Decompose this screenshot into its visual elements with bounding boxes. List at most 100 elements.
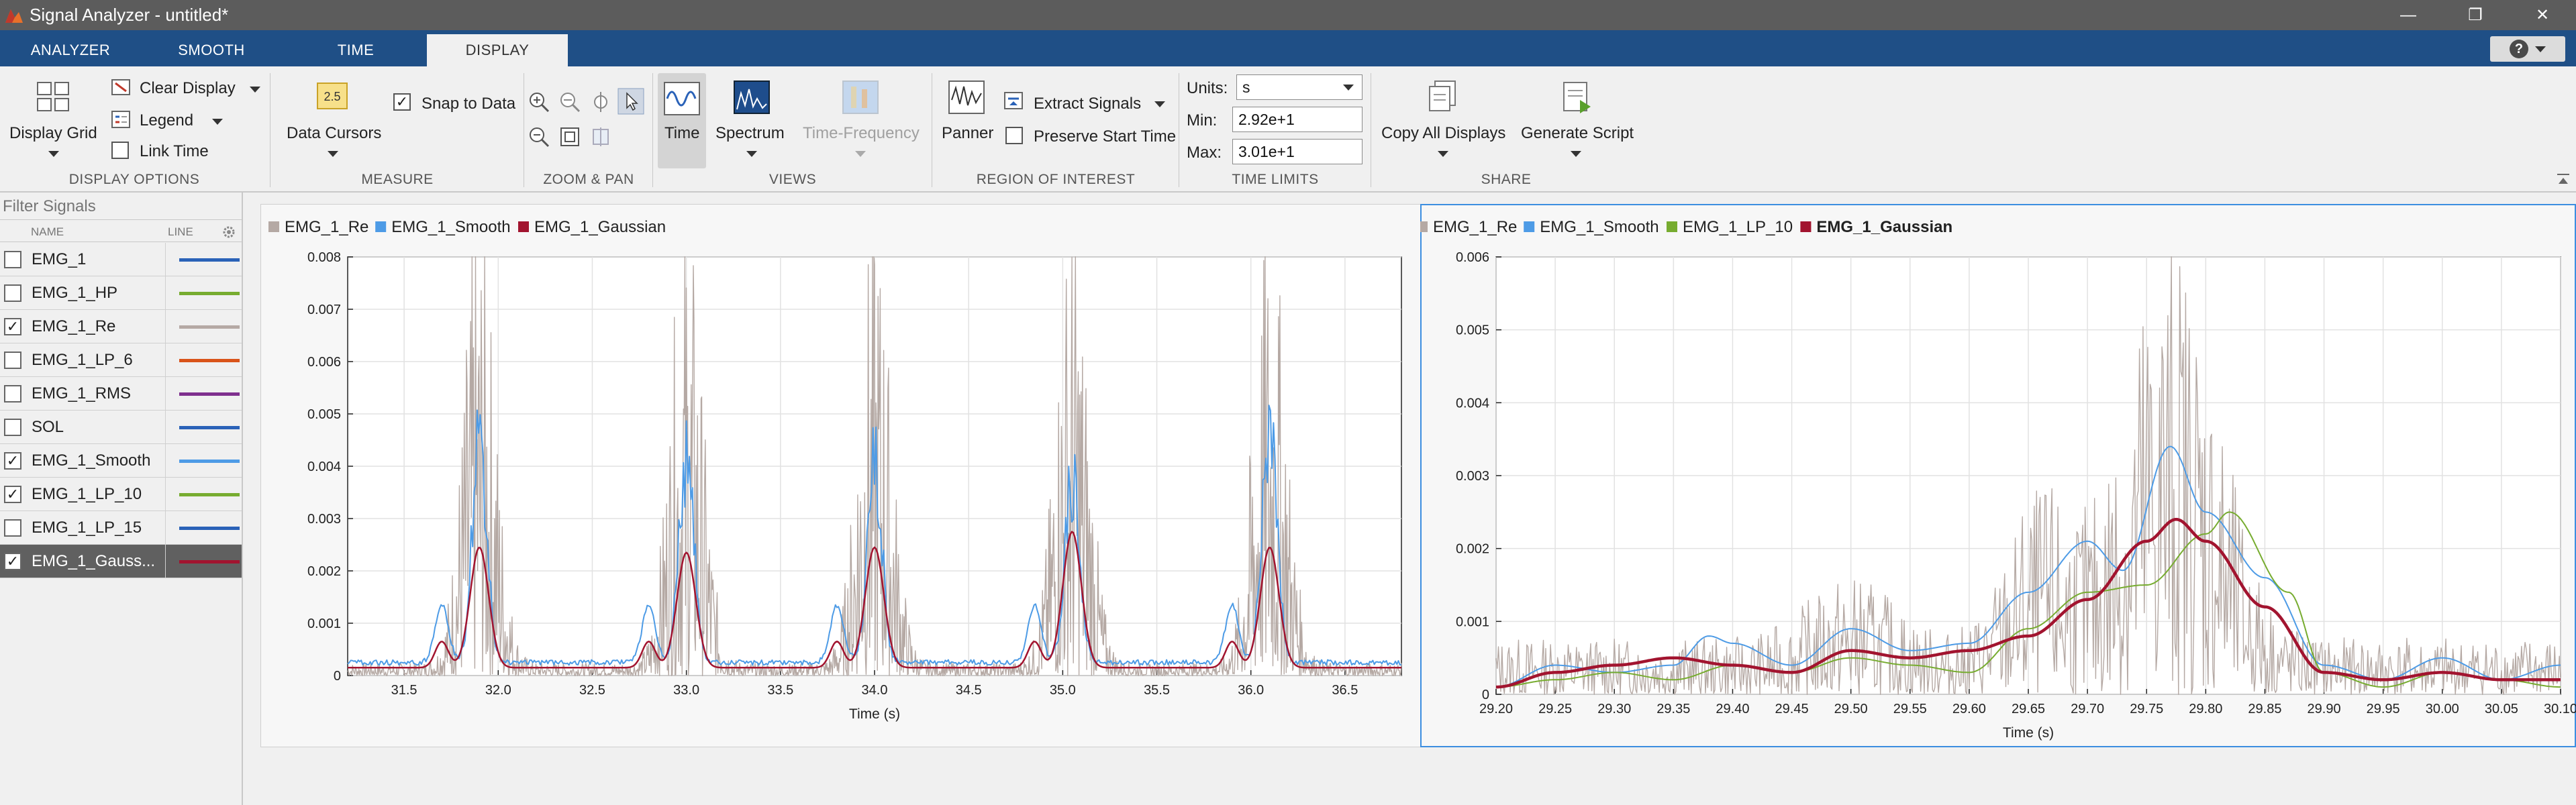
display-left-time-plot[interactable]: 31.5 32.0 32.5 33.0 33.5 34.0 34.5 35.0 35.5 36.0… [260,204,1423,747]
signal-name: EMG_1 [32,250,87,268]
signal-checkbox[interactable] [4,284,21,302]
help-button[interactable]: ? [2490,36,2565,62]
line-style-cell[interactable] [165,511,242,545]
x-tick-label: 33.5 [767,683,793,698]
x-tick-label: 30.00 [2426,702,2459,716]
spectrum-view-button[interactable]: Spectrum [715,124,785,142]
clear-display-button[interactable]: Clear Display [140,79,236,97]
signal-row[interactable]: EMG_1 [0,243,242,276]
line-style-cell[interactable] [165,243,242,276]
legend-button[interactable]: Legend [140,111,194,129]
display-grid-button[interactable]: Display Grid [9,124,97,142]
zoom-out-icon[interactable] [528,125,550,148]
time-view-button[interactable]: Time [658,73,706,168]
x-tick-label: 29.50 [1834,702,1868,716]
minimize-button[interactable]: — [2400,5,2416,24]
units-select[interactable]: s [1236,74,1363,100]
generate-script-dropdown-icon[interactable] [1571,151,1581,157]
restore-button[interactable]: ❐ [2468,6,2483,24]
clear-display-dropdown-icon[interactable] [250,87,260,93]
signal-row[interactable]: ✓ EMG_1_LP_10 [0,478,242,511]
line-style-cell[interactable] [165,478,242,511]
line-style-cell[interactable] [165,411,242,444]
signal-row[interactable]: SOL [0,411,242,444]
line-style-cell[interactable] [165,276,242,310]
signal-checkbox[interactable] [4,419,21,436]
max-time-input[interactable] [1232,139,1363,164]
line-style-cell[interactable] [165,377,242,411]
copy-all-displays-button[interactable]: Copy All Displays [1381,124,1506,142]
legend-entry: EMG_1_Smooth [1540,218,1658,236]
select-pointer-icon[interactable] [617,88,644,115]
name-column-header[interactable]: NAME [31,225,64,238]
signal-row[interactable]: ✓ EMG_1_Re [0,310,242,343]
collapse-toolstrip-icon[interactable] [2556,172,2571,186]
x-tick-label: 29.55 [1893,702,1927,716]
extract-signals-button[interactable]: Extract Signals [1034,95,1142,113]
min-time-input[interactable] [1232,107,1363,132]
display-right-time-plot[interactable]: 29.20 29.25 29.30 29.35 29.40 29.45 29.50 29.55… [1420,204,2576,747]
data-cursors-button[interactable]: Data Cursors [287,124,382,142]
snap-to-data-label: Snap to Data [422,95,516,113]
x-axis-label: Time (s) [849,706,900,722]
legend-swatch [1800,221,1812,232]
line-style-cell[interactable] [165,545,242,578]
tab-analyzer[interactable]: ANALYZER [30,42,111,58]
preserve-start-time-checkbox[interactable] [1005,127,1023,144]
generate-script-button[interactable]: Generate Script [1521,124,1634,142]
line-style-cell[interactable] [165,343,242,377]
signal-row[interactable]: EMG_1_LP_6 [0,343,242,377]
signal-checkbox[interactable]: ✓ [4,452,21,470]
signal-row[interactable]: EMG_1_LP_15 [0,511,242,545]
y-tick-label: 0.007 [307,303,341,317]
signal-checkbox[interactable]: ✓ [4,318,21,335]
y-tick-label: 0.001 [307,616,341,631]
signal-checkbox[interactable]: ✓ [4,486,21,503]
title-bar: Signal Analyzer - untitled* — ❐ ✕ [0,0,2576,30]
time-frequency-view-button[interactable]: Time-Frequency [803,124,920,142]
tab-smooth[interactable]: SMOOTH [178,42,245,58]
legend-dropdown-icon[interactable] [212,119,223,125]
tab-time[interactable]: TIME [337,42,375,58]
copy-all-dropdown-icon[interactable] [1438,151,1448,157]
spectrum-view-icon [734,80,770,114]
line-style-cell[interactable] [165,310,242,343]
panner-button[interactable]: Panner [942,124,994,142]
window-title: Signal Analyzer - untitled* [30,5,229,25]
zoom-y-icon[interactable] [589,125,612,148]
pan-icon[interactable] [589,91,612,113]
signal-row[interactable]: EMG_1_HP [0,276,242,310]
tab-display[interactable]: DISPLAY [427,34,568,66]
link-time-checkbox[interactable] [111,142,129,159]
signal-checkbox[interactable] [4,385,21,402]
snap-to-data-checkbox[interactable]: ✓ [393,93,411,111]
extract-signals-dropdown-icon[interactable] [1154,101,1165,107]
roi-group-label: REGION OF INTEREST [976,172,1136,187]
close-button[interactable]: ✕ [2535,6,2550,24]
y-tick-label: 0.003 [307,512,341,527]
filter-signals-input[interactable] [1,195,240,218]
zoom-x-icon[interactable] [558,91,581,113]
x-tick-label: 29.95 [2367,702,2400,716]
x-tick-label: 35.5 [1144,683,1170,698]
data-cursors-dropdown-icon[interactable] [328,151,338,157]
signal-checkbox[interactable] [4,251,21,268]
gear-icon[interactable] [221,225,236,239]
line-column-header[interactable]: LINE [168,225,193,238]
signal-row[interactable]: EMG_1_RMS [0,377,242,411]
signal-row[interactable]: ✓ EMG_1_Smooth [0,444,242,478]
signal-checkbox[interactable] [4,519,21,537]
extract-signals-icon [1004,92,1023,109]
line-color-swatch [179,426,240,429]
series-emg-1-gaussian [348,531,1401,669]
y-tick-label: 0.004 [307,460,341,474]
time-frequency-dropdown-icon[interactable] [855,151,866,157]
spectrum-dropdown-icon[interactable] [746,151,757,157]
line-style-cell[interactable] [165,444,242,478]
display-grid-dropdown-icon[interactable] [48,151,59,157]
signal-checkbox[interactable] [4,352,21,369]
signal-row[interactable]: ✓ EMG_1_Gauss... [0,545,242,578]
signal-checkbox[interactable]: ✓ [4,553,21,570]
zoom-in-icon[interactable] [528,91,550,113]
fit-to-view-icon[interactable] [558,125,581,148]
